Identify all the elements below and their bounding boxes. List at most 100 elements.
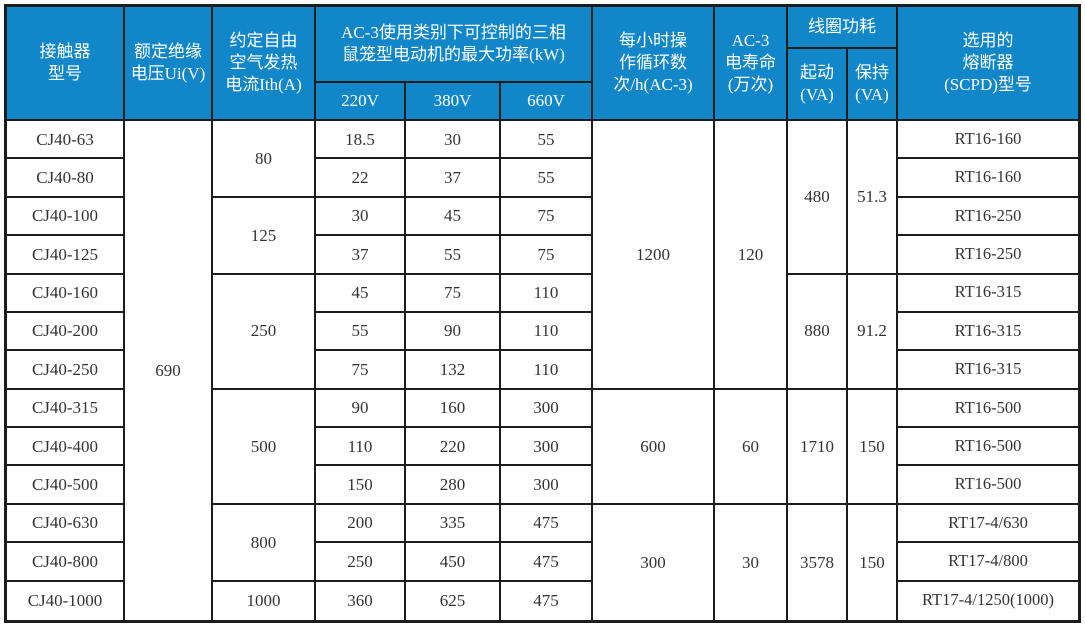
cell-kw-380: 75	[406, 274, 501, 313]
cell-kw-220: 90	[316, 389, 406, 429]
cell-kw-380: 160	[406, 389, 501, 429]
cell-kw-660: 75	[501, 197, 593, 237]
cell-kw-220: 250	[316, 543, 406, 582]
cell-kw-660: 300	[501, 389, 593, 429]
cell-kw-220: 200	[316, 504, 406, 544]
header-max-power-group: AC-3使用类别下可控制的三相 鼠笼型电动机的最大功率(kW)	[316, 7, 593, 83]
header-coil-start: 起动 (VA)	[788, 49, 848, 121]
cell-fuse: RT17-4/800	[898, 543, 1078, 582]
cell-kw-220: 45	[316, 274, 406, 313]
cell-kw-660: 300	[501, 428, 593, 467]
cell-model: CJ40-125	[7, 236, 125, 275]
cell-coil-hold: 91.2	[848, 274, 898, 390]
cell-kw-660: 475	[501, 543, 593, 582]
cell-kw-380: 280	[406, 466, 501, 505]
cell-coil-hold: 51.3	[848, 121, 898, 275]
cell-fuse: RT16-500	[898, 390, 1078, 429]
header-cycles-per-hour: 每小时操 作循环数 次/h(AC-3)	[593, 7, 715, 121]
cell-model: CJ40-80	[7, 159, 125, 198]
cell-kw-660: 55	[501, 159, 593, 198]
cell-coil-start: 1710	[788, 389, 848, 505]
cell-kw-660: 475	[501, 581, 593, 620]
cell-coil-hold: 150	[848, 504, 898, 620]
cell-ith: 250	[213, 274, 316, 390]
cell-model: CJ40-200	[7, 312, 125, 352]
cell-model: CJ40-100	[7, 197, 125, 237]
cell-kw-380: 55	[406, 236, 501, 275]
contactor-spec-table: 接触器 型号 额定绝缘 电压Ui(V) 约定自由 空气发热 电流Ith(A) A…	[4, 4, 1081, 623]
cell-fuse: RT17-4/1250(1000)	[922, 590, 1054, 610]
cell-model: CJ40-63	[7, 121, 125, 160]
cell-kw-220: 75	[316, 351, 406, 390]
cell-kw-660: 110	[501, 351, 593, 390]
cell-kw-220: 37	[316, 236, 406, 275]
header-660v: 660V	[501, 83, 593, 121]
cell-coil-start: 3578	[788, 504, 848, 620]
cell-life: 30	[715, 504, 788, 620]
cell-model: CJ40-315	[7, 389, 125, 429]
cell-kw-220: 110	[316, 428, 406, 467]
cell-kw-660: 110	[501, 312, 593, 352]
cell-ith: 1000	[213, 581, 316, 620]
cell-kw-220: 150	[316, 466, 406, 505]
cell-model: CJ40-500	[7, 466, 125, 505]
cell-ui-voltage: 690	[125, 121, 213, 620]
cell-fuse: RT16-500	[898, 428, 1078, 467]
cell-ith: 500	[213, 389, 316, 505]
cell-model: CJ40-800	[7, 543, 125, 582]
header-coil-power-group: 线圈功耗	[788, 7, 898, 49]
cell-kw-220: 30	[316, 197, 406, 237]
cell-kw-380: 335	[406, 504, 501, 544]
cell-fuse: RT16-160	[898, 159, 1078, 198]
header-220v: 220V	[316, 83, 406, 121]
cell-ith: 800	[213, 504, 316, 582]
header-thermal-current: 约定自由 空气发热 电流Ith(A)	[213, 7, 316, 121]
cell-kw-660: 300	[501, 466, 593, 505]
cell-kw-380: 625	[406, 581, 501, 620]
cell-model: CJ40-250	[7, 351, 125, 390]
cell-model: CJ40-1000	[7, 581, 125, 620]
cell-ith: 80	[213, 121, 316, 198]
cell-fuse: RT17-4/630	[898, 505, 1078, 544]
header-coil-hold: 保持 (VA)	[848, 49, 898, 121]
cell-kw-660: 55	[501, 121, 593, 160]
cell-kw-220: 22	[316, 159, 406, 198]
header-fuse-model: 选用的 熔断器 (SCPD)型号	[898, 7, 1078, 121]
cell-kw-660: 75	[501, 236, 593, 275]
cell-kw-380: 37	[406, 159, 501, 198]
cell-coil-hold: 150	[848, 389, 898, 505]
cell-cycles: 600	[593, 389, 715, 505]
cell-fuse: RT16-315	[898, 313, 1078, 352]
header-rated-insulation-voltage: 额定绝缘 电压Ui(V)	[125, 7, 213, 121]
cell-kw-380: 45	[406, 197, 501, 237]
cell-fuse: RT16-315	[898, 351, 1078, 390]
cell-coil-start: 880	[788, 274, 848, 390]
cell-kw-660: 475	[501, 504, 593, 544]
cell-model: CJ40-160	[7, 274, 125, 313]
cell-life: 120	[715, 121, 788, 390]
header-contactor-model: 接触器 型号	[7, 7, 125, 121]
cell-kw-220: 360	[316, 581, 406, 620]
cell-model: CJ40-630	[7, 504, 125, 544]
cell-kw-380: 90	[406, 312, 501, 352]
cell-fuse: RT16-160	[898, 121, 1078, 160]
cell-fuse: RT16-500	[898, 466, 1078, 505]
cell-fuse: RT16-250	[898, 236, 1078, 275]
cell-coil-start: 480	[788, 121, 848, 275]
header-380v: 380V	[406, 83, 501, 121]
cell-kw-380: 220	[406, 428, 501, 467]
cell-kw-380: 450	[406, 543, 501, 582]
cell-ith: 125	[213, 197, 316, 275]
cell-cycles: 300	[593, 504, 715, 620]
cell-fuse: RT16-315	[898, 275, 1078, 313]
cell-fuse: RT16-250	[898, 198, 1078, 237]
header-electrical-life: AC-3 电寿命 (万次)	[715, 7, 788, 121]
cell-model: CJ40-400	[7, 428, 125, 467]
cell-life: 60	[715, 389, 788, 505]
cell-kw-380: 132	[406, 351, 501, 390]
cell-kw-380: 30	[406, 121, 501, 160]
cell-cycles: 1200	[593, 121, 715, 390]
cell-kw-660: 110	[501, 274, 593, 313]
cell-kw-220: 55	[316, 312, 406, 352]
cell-kw-220: 18.5	[316, 121, 406, 160]
